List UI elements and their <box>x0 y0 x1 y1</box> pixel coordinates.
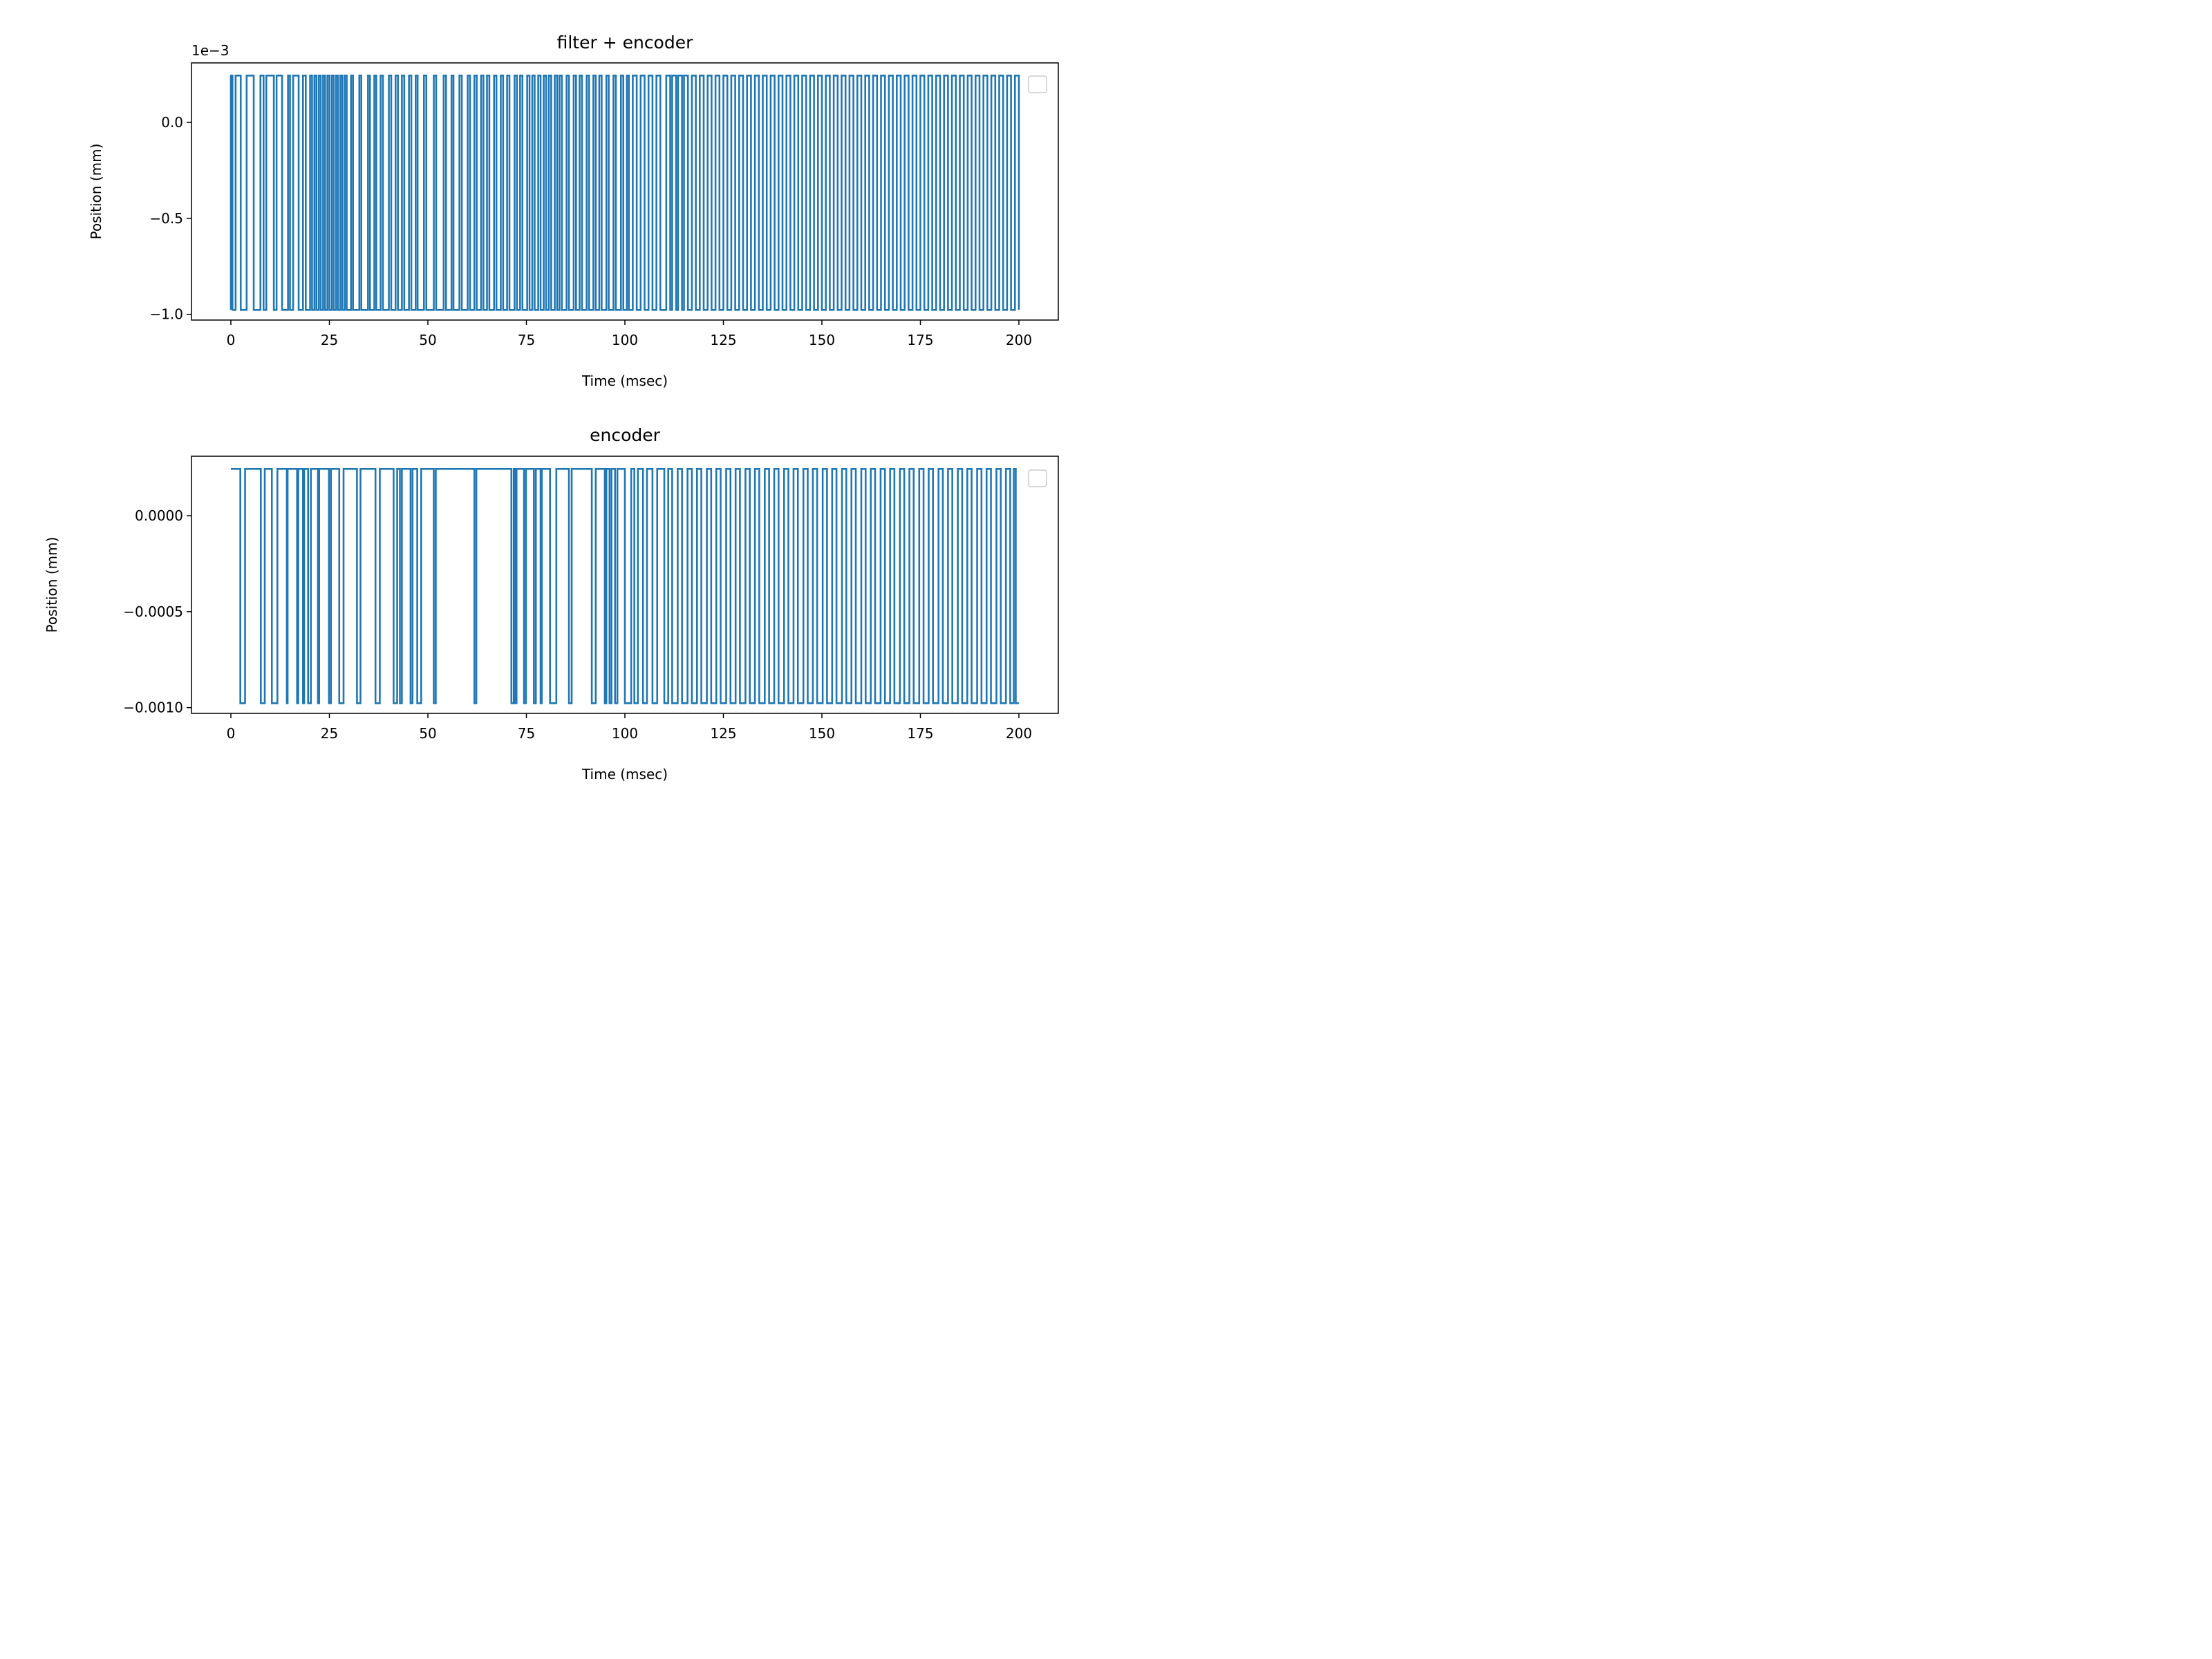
x-tick-label: 175 <box>907 332 933 348</box>
x-tick-label: 100 <box>612 725 638 742</box>
x-tick-label: 150 <box>809 332 835 348</box>
series-line-0 <box>229 75 1020 311</box>
y-tick-label: 0.0 <box>161 114 183 131</box>
chart-filter-encoder: filter + encoder 1e−3 Time (msec) Positi… <box>88 32 1059 389</box>
x-tick-label: 75 <box>518 725 535 742</box>
x-tick-label: 200 <box>1006 725 1032 742</box>
y-tick-label: 0.0000 <box>135 507 183 524</box>
x-tick-label: 75 <box>518 332 535 348</box>
x-tick-label: 0 <box>227 725 236 742</box>
x-tick-label: 100 <box>612 332 638 348</box>
x-tick-label: 25 <box>321 725 338 742</box>
x-tick-label: 200 <box>1006 332 1032 348</box>
x-axis-label: Time (msec) <box>581 766 668 782</box>
y-tick-label: −1.0 <box>149 306 183 323</box>
x-tick-label: 175 <box>907 725 933 742</box>
y-offset-text: 1e−3 <box>191 42 229 59</box>
x-tick-label: 50 <box>419 332 436 348</box>
chart-encoder: encoder Time (msec) Position (mm) 0 25 50 7… <box>44 425 1059 782</box>
x-tick-label: 125 <box>710 725 736 742</box>
y-tick-label: −0.0010 <box>123 700 183 716</box>
y-tick-label: −0.0005 <box>123 603 183 620</box>
x-tick-label: 50 <box>419 725 436 742</box>
x-axis-label: Time (msec) <box>581 373 668 389</box>
x-tick-label: 150 <box>809 725 835 742</box>
y-axis-label: Position (mm) <box>88 144 104 240</box>
figure: filter + encoder 1e−3 Time (msec) Positi… <box>44 32 1059 782</box>
legend-box <box>1028 75 1047 93</box>
chart-title: filter + encoder <box>557 32 694 53</box>
series-line-0 <box>231 468 1019 704</box>
x-tick-label: 25 <box>321 332 338 348</box>
y-tick-label: −0.5 <box>149 210 183 227</box>
chart-title: encoder <box>590 425 661 445</box>
legend-box <box>1028 469 1047 487</box>
y-axis-label: Position (mm) <box>44 537 60 633</box>
x-tick-label: 125 <box>710 332 736 348</box>
x-tick-label: 0 <box>227 332 236 348</box>
